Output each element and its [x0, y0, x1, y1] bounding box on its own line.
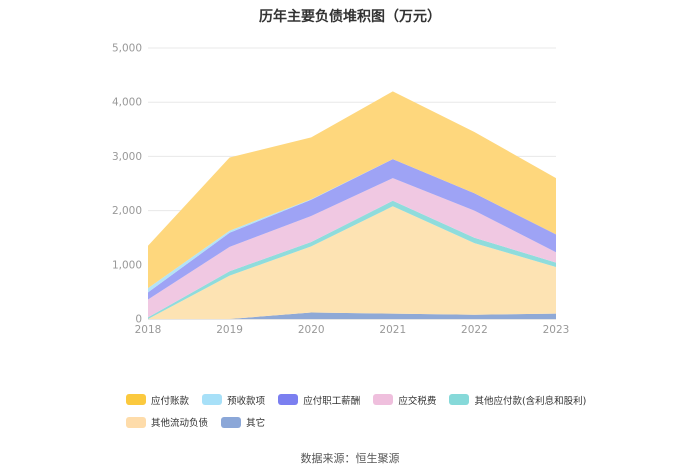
legend-label: 应交税费 [398, 395, 437, 407]
chart-title: 历年主要负债堆积图（万元） [259, 9, 441, 25]
y-tick-label: 4,000 [112, 97, 142, 109]
legend-item-accounts-payable[interactable]: 应付账款 [126, 393, 189, 407]
area-应交税费[interactable] [148, 178, 556, 318]
legend-swatch [373, 394, 394, 405]
x-tick-label: 2021 [379, 324, 406, 336]
legend-item-advance-receipts[interactable]: 预收款项 [202, 393, 265, 407]
legend-label: 其它 [246, 418, 266, 429]
y-tick-label: 3,000 [112, 151, 142, 163]
y-tick-label: 1,000 [112, 259, 142, 271]
x-tick-label: 2019 [216, 324, 243, 336]
x-tick-label: 2023 [543, 324, 570, 336]
legend-swatch [449, 394, 470, 405]
legend-swatch [126, 394, 146, 405]
area-其他应付款(含利息和股利)[interactable] [148, 200, 556, 319]
legend-label: 预收款项 [227, 395, 266, 407]
area-其它[interactable] [148, 312, 556, 320]
x-axis-ticks: 2018 2019 2020 2021 2022 2023 [135, 324, 570, 336]
legend-label: 其他流动负债 [151, 418, 209, 429]
y-axis-ticks: 0 1,000 2,000 3,000 4,000 5,000 [112, 43, 142, 326]
y-tick-label: 5,000 [112, 43, 142, 55]
legend-swatch [221, 416, 242, 428]
legend-swatch [202, 394, 223, 405]
legend-label: 应付职工薪酬 [303, 395, 361, 407]
area-series [148, 91, 556, 319]
legend-item-payroll-payable[interactable]: 应付职工薪酬 [278, 393, 360, 407]
x-tick-label: 2018 [135, 324, 162, 336]
data-source-note: 数据来源：恒生聚源 [300, 452, 400, 465]
x-tick-label: 2022 [461, 324, 488, 336]
area-其他流动负债[interactable] [148, 206, 556, 319]
legend-swatch [126, 416, 146, 428]
legend-item-other-current-liabilities[interactable]: 其他流动负债 [126, 415, 208, 429]
legend-label: 其他应付款(含利息和股利) [474, 395, 587, 407]
legend-item-other-payables[interactable]: 其他应付款(含利息和股利) [449, 393, 586, 407]
legend: 应付账款 预收款项 应付职工薪酬 应交税费 其他应付款(含利息和股利) 其他流动… [126, 390, 606, 435]
legend-item-taxes-payable[interactable]: 应交税费 [373, 393, 436, 407]
legend-item-others[interactable]: 其它 [221, 415, 265, 429]
area-应付账款[interactable] [148, 91, 556, 289]
legend-swatch [278, 394, 299, 405]
area-应付职工薪酬[interactable] [148, 159, 556, 300]
x-tick-label: 2020 [298, 324, 325, 336]
y-tick-label: 0 [135, 314, 142, 326]
legend-label: 应付账款 [151, 395, 190, 407]
y-tick-label: 2,000 [112, 205, 142, 217]
